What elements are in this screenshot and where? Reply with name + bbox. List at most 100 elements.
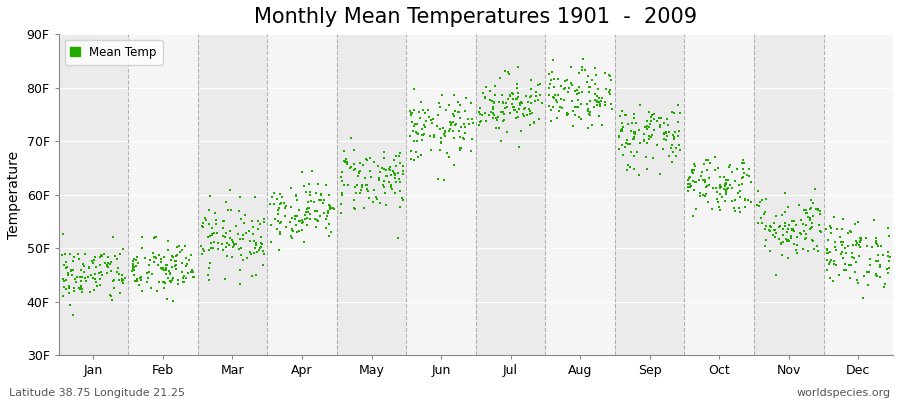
Point xyxy=(647,116,662,122)
Point xyxy=(112,271,127,277)
Point xyxy=(662,153,677,160)
Point xyxy=(226,238,240,245)
Point xyxy=(452,128,466,134)
Point xyxy=(237,220,251,226)
Point xyxy=(730,166,744,172)
Point xyxy=(826,278,841,284)
Point xyxy=(335,168,349,175)
Point xyxy=(295,226,310,233)
Point xyxy=(727,197,742,204)
Point xyxy=(722,164,736,170)
Point xyxy=(797,236,812,242)
Point xyxy=(354,186,368,193)
Point xyxy=(849,242,863,248)
Point xyxy=(451,109,465,115)
Point xyxy=(182,257,196,264)
Point xyxy=(204,240,219,246)
Point xyxy=(436,130,451,137)
Point xyxy=(575,67,590,74)
Point xyxy=(437,133,452,140)
Point xyxy=(482,112,497,119)
Point xyxy=(358,174,373,181)
Point xyxy=(870,251,885,258)
Point xyxy=(402,133,417,140)
Point xyxy=(417,122,431,128)
Point xyxy=(95,252,110,259)
Point xyxy=(346,205,361,212)
Point xyxy=(483,97,498,103)
Point xyxy=(771,223,786,230)
Point xyxy=(688,178,703,185)
Point xyxy=(452,109,466,116)
Point xyxy=(686,170,700,177)
Point xyxy=(851,280,866,286)
Point xyxy=(688,179,702,186)
Point xyxy=(868,238,883,244)
Point xyxy=(529,89,544,95)
Point xyxy=(723,162,737,168)
Point xyxy=(355,182,369,188)
Point xyxy=(753,198,768,205)
Point xyxy=(334,201,348,207)
Point xyxy=(554,83,568,89)
Point xyxy=(495,100,509,106)
Point xyxy=(531,97,545,104)
Point xyxy=(310,208,324,215)
Point xyxy=(90,283,104,290)
Point xyxy=(58,286,73,292)
Point xyxy=(107,252,122,259)
Point xyxy=(781,226,796,232)
Point xyxy=(660,116,674,122)
Point xyxy=(640,123,654,130)
Point xyxy=(257,218,272,225)
Point xyxy=(130,276,144,282)
Point xyxy=(710,196,724,202)
Point xyxy=(583,108,598,115)
Point xyxy=(524,77,538,83)
Point xyxy=(871,243,886,249)
Point xyxy=(554,105,569,111)
Point xyxy=(219,199,233,206)
Point xyxy=(75,288,89,295)
Point xyxy=(301,198,315,205)
Point xyxy=(202,246,216,253)
Point xyxy=(442,128,456,134)
Point xyxy=(457,121,472,128)
Point xyxy=(852,242,867,249)
Point xyxy=(827,258,842,265)
Point xyxy=(570,90,584,97)
Point xyxy=(155,266,169,272)
Point xyxy=(638,153,652,160)
Point xyxy=(196,224,211,230)
Point xyxy=(272,204,286,211)
Point xyxy=(290,197,304,203)
Point xyxy=(689,206,704,212)
Point xyxy=(710,189,724,196)
Point xyxy=(248,194,262,200)
Point xyxy=(478,110,492,116)
Point xyxy=(838,261,852,268)
Point xyxy=(254,234,268,240)
Point xyxy=(617,144,632,150)
Point xyxy=(377,178,392,184)
Point xyxy=(115,276,130,282)
Point xyxy=(320,212,335,219)
Point xyxy=(524,100,538,106)
Point xyxy=(552,107,566,114)
Point xyxy=(778,220,793,226)
Point xyxy=(700,198,715,205)
Point xyxy=(202,260,217,267)
Point xyxy=(107,277,122,283)
Point xyxy=(351,173,365,180)
Point xyxy=(621,121,635,128)
Point xyxy=(408,121,422,127)
Point xyxy=(593,100,608,107)
Point xyxy=(462,121,476,128)
Point xyxy=(115,278,130,284)
Point xyxy=(605,106,619,112)
Point xyxy=(616,152,630,158)
Point xyxy=(171,277,185,283)
Point xyxy=(292,218,307,224)
Bar xyxy=(58,34,128,355)
Point xyxy=(572,89,587,96)
